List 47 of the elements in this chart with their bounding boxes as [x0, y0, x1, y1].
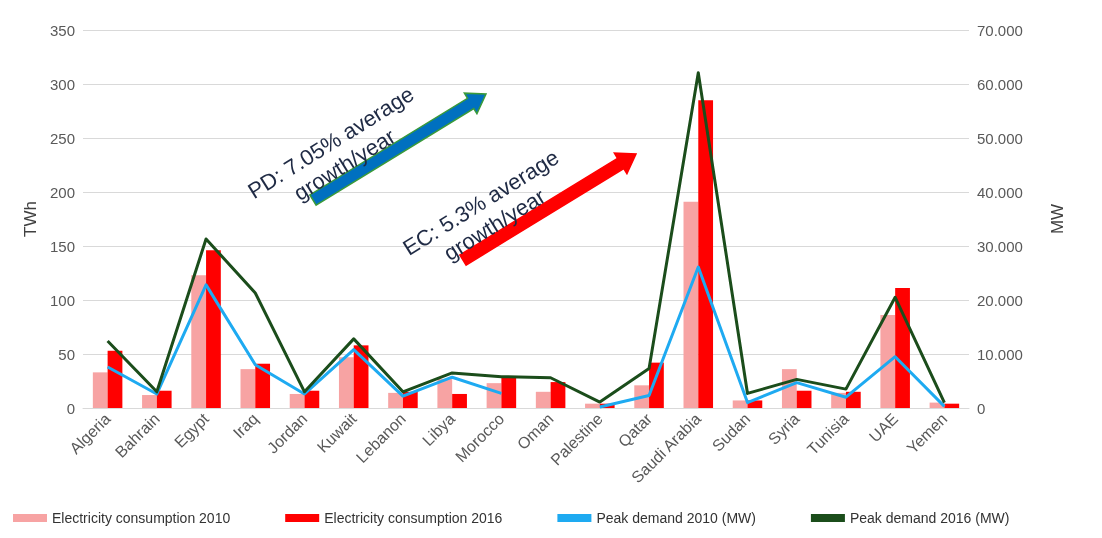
y2-tick-label: 0: [977, 399, 986, 417]
y2-tick-label: 10.000: [977, 345, 1023, 363]
bar: [255, 363, 271, 408]
y2-tick-label: 60.000: [977, 75, 1023, 93]
bar: [698, 100, 714, 408]
y2-tick-label: 30.000: [977, 237, 1023, 255]
bar: [683, 201, 699, 408]
bar: [437, 378, 453, 408]
bar: [452, 393, 467, 408]
y-tick-label: 200: [49, 183, 75, 201]
y2-tick-label: 40.000: [977, 183, 1023, 201]
y-tick-label: 0: [66, 399, 75, 417]
bar: [501, 376, 517, 408]
bar: [92, 372, 108, 408]
y-tick-label: 150: [49, 237, 75, 255]
bar: [535, 391, 551, 408]
bar: [585, 403, 600, 408]
y2-tick-label: 50.000: [977, 129, 1023, 147]
bar: [732, 400, 748, 408]
x-tick-label: Iraq: [229, 409, 262, 442]
bar: [240, 369, 256, 408]
bar: [550, 382, 566, 408]
legend-label: Peak demand 2010 (MW): [596, 510, 756, 526]
legend-label: Electricity consumption 2010: [52, 510, 231, 526]
bar: [880, 315, 896, 408]
line-series: [106, 71, 946, 405]
bar: [156, 390, 172, 408]
y2-tick-label: 70.000: [977, 21, 1023, 39]
bar: [191, 275, 207, 408]
bar: [895, 288, 910, 408]
y-tick-label: 100: [49, 291, 75, 309]
bar: [289, 393, 305, 408]
y2-axis-title: MW: [1048, 203, 1067, 235]
y-tick-label: 250: [49, 129, 75, 147]
bar: [338, 357, 354, 408]
y-axis-title: TWh: [21, 201, 41, 237]
y-tick-label: 350: [49, 21, 75, 39]
legend-label: Electricity consumption 2016: [324, 510, 503, 526]
y-tick-label: 300: [49, 75, 75, 93]
legend-label: Peak demand 2016 (MW): [849, 510, 1010, 526]
bar: [142, 395, 157, 408]
y-tick-label: 50: [58, 345, 75, 363]
y2-tick-label: 20.000: [977, 291, 1023, 309]
bar: [206, 250, 221, 408]
bar: [388, 392, 403, 408]
bar: [944, 403, 960, 408]
bar: [796, 390, 812, 408]
